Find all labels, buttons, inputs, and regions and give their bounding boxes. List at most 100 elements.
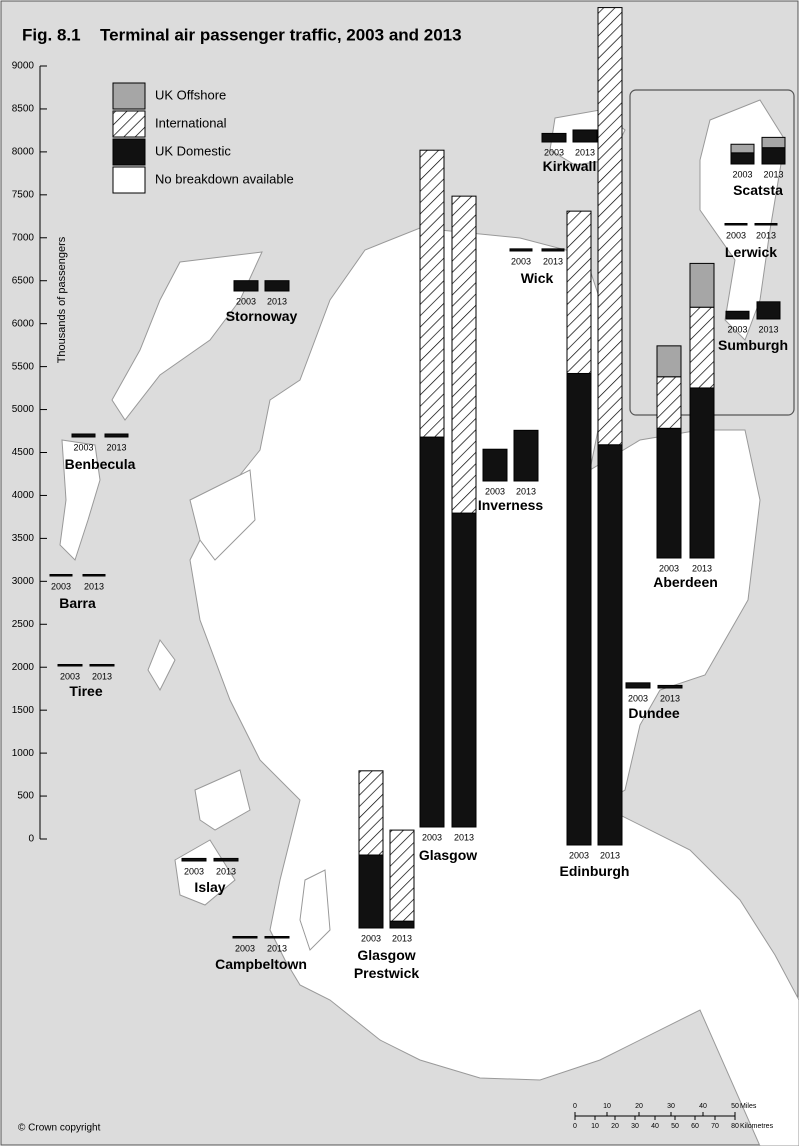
year-label: 2013 — [516, 486, 536, 496]
scale-label: 30 — [631, 1123, 639, 1130]
bar-segment — [541, 132, 567, 143]
bar-segment — [657, 684, 683, 689]
bar-segment — [730, 143, 755, 154]
y-tick-label: 5000 — [12, 404, 35, 415]
scale-label: 50 — [671, 1123, 679, 1130]
y-tick-label: 1000 — [12, 748, 35, 759]
airport-name: Barra — [59, 595, 96, 611]
y-tick-label: 7500 — [12, 189, 35, 200]
bar-segment — [264, 936, 290, 939]
bar-segment — [104, 433, 129, 438]
year-label: 2013 — [758, 324, 778, 334]
airport-name: Glasgow Prestwick — [353, 947, 420, 981]
bar-segment — [89, 664, 115, 667]
year-label: 2013 — [106, 442, 126, 452]
bar-segment — [49, 574, 73, 577]
year-label: 2003 — [422, 832, 442, 842]
legend-label: International — [155, 115, 227, 130]
y-tick-label: 2500 — [12, 619, 35, 630]
bar-segment — [71, 433, 96, 438]
year-label: 2013 — [216, 866, 236, 876]
y-tick-label: 3000 — [12, 576, 35, 587]
legend-label: UK Domestic — [155, 143, 231, 158]
y-tick-label: 1500 — [12, 705, 35, 716]
year-label: 2013 — [92, 671, 112, 681]
bar-segment — [656, 427, 682, 559]
airport-name: Scatsta — [733, 182, 783, 198]
bar-segment — [761, 136, 786, 149]
y-axis-label: Thousands of passengers — [56, 236, 68, 363]
year-label: 2003 — [60, 671, 80, 681]
scale-label: 30 — [667, 1103, 675, 1110]
year-label: 2003 — [235, 943, 255, 953]
bar-segment — [264, 280, 290, 292]
bar-segment — [754, 223, 778, 226]
scale-label: 40 — [651, 1123, 659, 1130]
bar-segment — [689, 306, 715, 389]
year-label: 2003 — [726, 230, 746, 240]
airport-name: Stornoway — [225, 308, 298, 324]
year-label: 2013 — [392, 933, 412, 943]
bar-segment — [181, 857, 207, 862]
year-label: 2013 — [756, 230, 776, 240]
scale-label: 10 — [591, 1123, 599, 1130]
y-tick-label: 4000 — [12, 490, 35, 501]
bar-segment — [566, 372, 592, 846]
y-tick-label: 9000 — [12, 61, 35, 72]
year-label: 2003 — [732, 169, 752, 179]
year-label: 2013 — [267, 943, 287, 953]
airport-name: Tiree — [69, 683, 103, 699]
bar-segment — [482, 448, 508, 482]
bar-segment — [597, 444, 623, 846]
y-tick-label: 0 — [28, 834, 34, 845]
scale-label: 40 — [699, 1103, 707, 1110]
scale-label: 60 — [691, 1123, 699, 1130]
scale-unit: Miles — [740, 1103, 757, 1110]
bar-segment — [513, 429, 539, 482]
year-label: 2003 — [236, 296, 256, 306]
bar-segment — [389, 829, 415, 922]
year-label: 2003 — [51, 581, 71, 591]
bar-segment — [358, 770, 384, 856]
y-tick-label: 6000 — [12, 318, 35, 329]
airport-name: Sumburgh — [718, 337, 788, 353]
scale-label: 0 — [573, 1123, 577, 1130]
year-label: 2013 — [267, 296, 287, 306]
bar-segment — [725, 310, 750, 320]
year-label: 2013 — [763, 169, 783, 179]
bar-segment — [82, 574, 106, 577]
airport-name: Aberdeen — [653, 574, 718, 590]
airport-name: Islay — [194, 879, 226, 895]
year-label: 2003 — [485, 486, 505, 496]
year-label: 2003 — [511, 256, 531, 266]
chart-title: Terminal air passenger traffic, 2003 and… — [100, 25, 462, 44]
bar-segment — [451, 195, 477, 514]
airport-name: Kirkwall — [542, 158, 597, 174]
scale-label: 80 — [731, 1123, 739, 1130]
year-label: 2013 — [575, 147, 595, 157]
y-tick-label: 2000 — [12, 662, 35, 673]
scale-label: 0 — [573, 1103, 577, 1110]
year-label: 2013 — [454, 832, 474, 842]
scale-label: 10 — [603, 1103, 611, 1110]
figure-number: Fig. 8.1 — [22, 25, 81, 44]
airport-name: Lerwick — [724, 244, 778, 260]
copyright: © Crown copyright — [18, 1123, 101, 1134]
legend-swatch — [112, 166, 146, 194]
y-tick-label: 4500 — [12, 447, 35, 458]
y-tick-label: 500 — [17, 791, 34, 802]
bar-segment — [756, 301, 781, 320]
y-tick-label: 7000 — [12, 232, 35, 243]
bar-segment — [656, 345, 682, 378]
year-label: 2003 — [361, 933, 381, 943]
year-label: 2013 — [543, 256, 563, 266]
scale-label: 70 — [711, 1123, 719, 1130]
bar-segment — [597, 7, 623, 446]
bar-segment — [572, 129, 598, 143]
year-label: 2003 — [727, 324, 747, 334]
bar-segment — [213, 857, 239, 862]
bar-segment — [566, 210, 592, 374]
bar-segment — [232, 936, 258, 939]
legend-swatch — [112, 110, 146, 138]
